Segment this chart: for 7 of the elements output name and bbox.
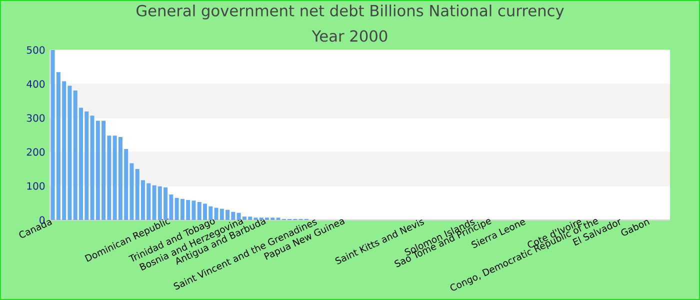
y-tick-label: 300 bbox=[26, 114, 45, 122]
y-tick-label: 200 bbox=[26, 148, 45, 156]
y-tick-label: 100 bbox=[27, 182, 45, 190]
y-tick-label: 500 bbox=[26, 46, 45, 54]
chart-subtitle: Year 2000 bbox=[312, 30, 388, 42]
y-tick-label: 400 bbox=[26, 80, 45, 88]
chart-title: General government net debt Billions National currency bbox=[136, 4, 564, 20]
